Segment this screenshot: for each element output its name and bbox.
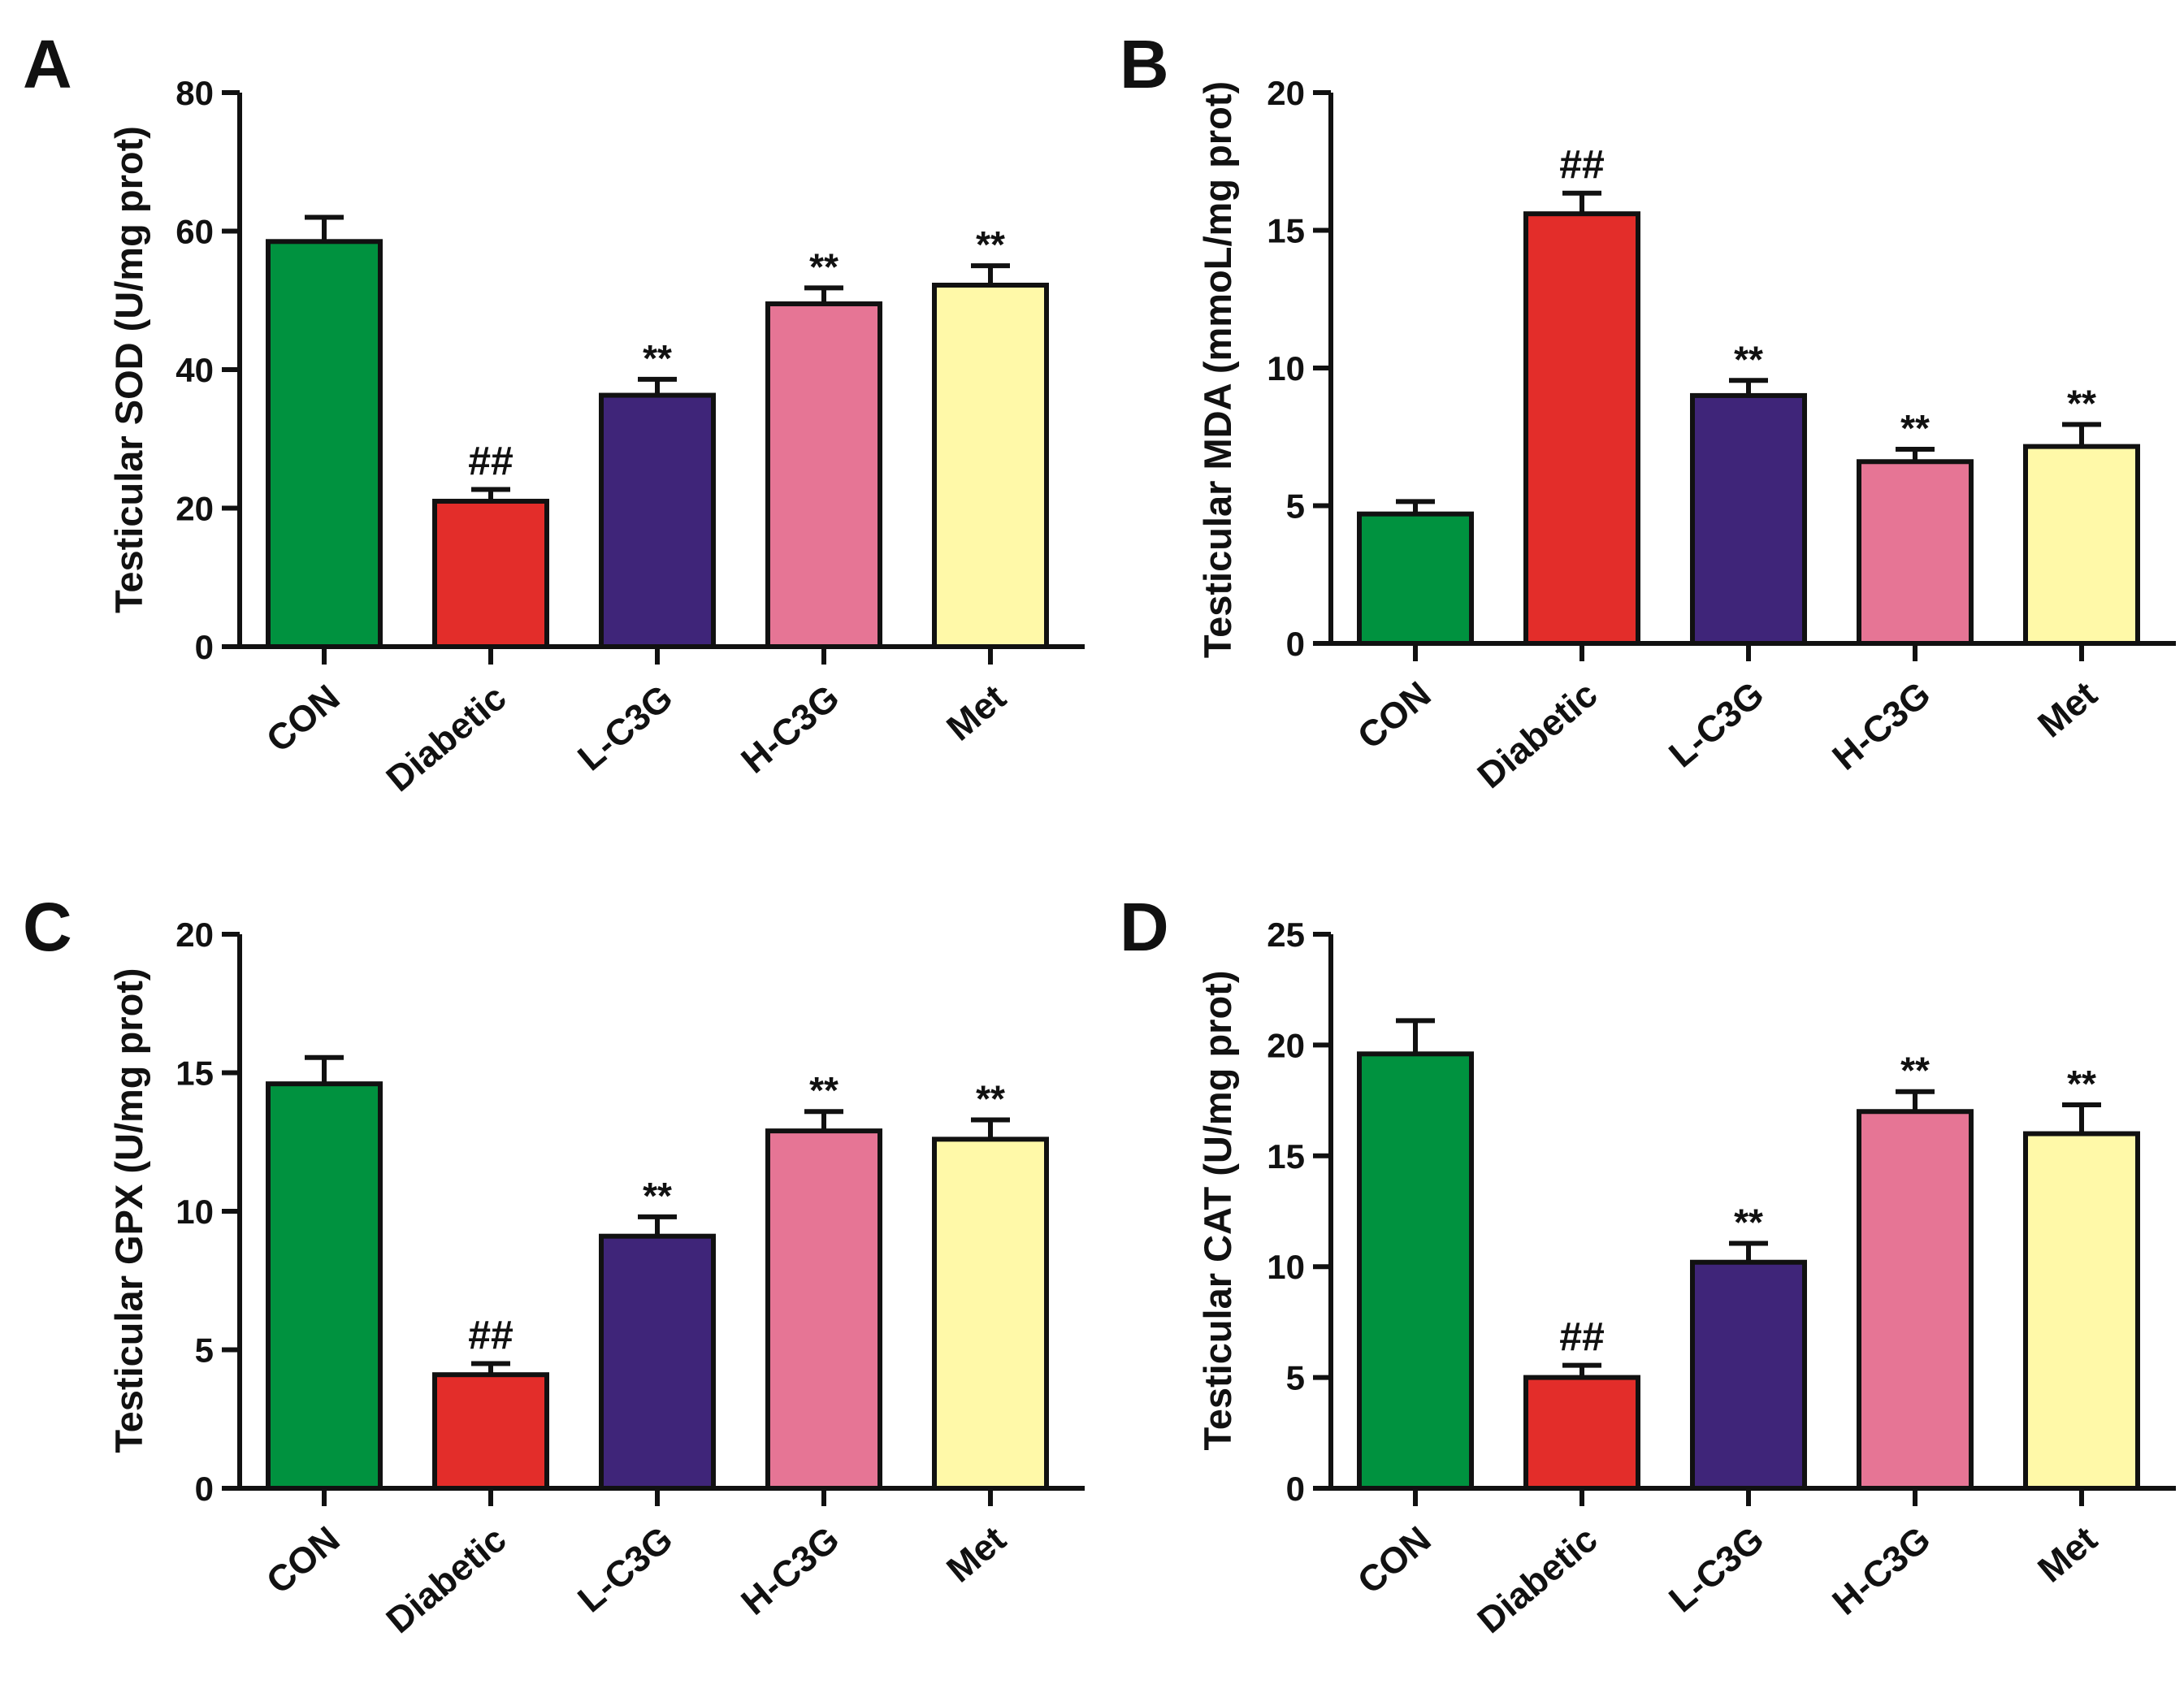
y-tick-label: 25 xyxy=(1267,916,1305,954)
y-tick-label: 0 xyxy=(1286,1470,1305,1508)
x-tick-label: Met xyxy=(2030,673,2104,746)
bar-l-c3g xyxy=(599,1233,716,1491)
y-tick-label: 80 xyxy=(176,74,214,112)
y-tick-label: 60 xyxy=(176,213,214,251)
panel-c-chart: C Testicular GPX (U/mg prot) ## ** ** ** 0 5 10 1… xyxy=(23,889,1085,1641)
bar-diabetic xyxy=(432,1372,549,1491)
bar-met xyxy=(932,1137,1049,1491)
y-tick-label: 10 xyxy=(1267,349,1305,388)
significance-marker: ** xyxy=(1900,1050,1930,1092)
bar-con xyxy=(1357,511,1474,646)
y-tick-label: 20 xyxy=(176,916,214,954)
x-tick-label: H-C3G xyxy=(1824,1518,1938,1623)
y-tick-label: 15 xyxy=(176,1054,214,1093)
bar-diabetic xyxy=(432,498,549,649)
significance-marker: ** xyxy=(2067,382,2096,424)
x-tick-label: L-C3G xyxy=(570,1518,680,1621)
y-tick-label: 5 xyxy=(1286,1359,1305,1397)
bar-con xyxy=(1357,1051,1474,1491)
bar-h-c3g xyxy=(765,1128,882,1491)
x-tick-label: CON xyxy=(1350,1518,1438,1602)
y-tick-label: 10 xyxy=(1267,1248,1305,1286)
bar-diabetic xyxy=(1523,1375,1640,1491)
bar-met xyxy=(2023,1131,2140,1492)
bar-diabetic xyxy=(1523,211,1640,647)
x-tick-label: Met xyxy=(938,677,1013,749)
x-tick-label: Diabetic xyxy=(1470,1518,1606,1642)
bar-l-c3g xyxy=(599,392,716,649)
y-tick-label: 15 xyxy=(1267,212,1305,250)
bar-con xyxy=(266,239,383,649)
y-tick-label: 0 xyxy=(195,628,214,666)
x-tick-label: Met xyxy=(2030,1518,2104,1591)
y-tick-label: 0 xyxy=(195,1470,214,1508)
bar-met xyxy=(932,282,1049,649)
significance-marker: ** xyxy=(643,1175,672,1217)
significance-marker: ** xyxy=(1734,338,1763,380)
x-tick-label: Diabetic xyxy=(1470,673,1606,797)
y-tick-label: 20 xyxy=(176,490,214,528)
significance-marker: ## xyxy=(468,438,514,483)
x-tick-label: L-C3G xyxy=(570,677,680,779)
bar-met xyxy=(2023,444,2140,646)
y-tick-label: 5 xyxy=(1286,487,1305,526)
bar-h-c3g xyxy=(1857,459,1974,647)
bar-l-c3g xyxy=(1690,1259,1807,1492)
y-axis-title: Testicular SOD (U/mg prot) xyxy=(107,126,150,613)
panel-label: D xyxy=(1120,889,1169,965)
y-tick-label: 0 xyxy=(1286,625,1305,663)
panel-a-chart: A Testicular SOD (U/mg prot) ## ** ** ** 0 20 40… xyxy=(23,26,1085,799)
bar-h-c3g xyxy=(1857,1109,1974,1491)
significance-marker: ** xyxy=(809,1069,838,1111)
x-tick-label: H-C3G xyxy=(733,677,847,782)
significance-marker: ## xyxy=(1559,1314,1605,1360)
significance-marker: ** xyxy=(643,337,672,379)
x-tick-label: Met xyxy=(938,1518,1013,1591)
y-tick-label: 20 xyxy=(1267,74,1305,112)
x-tick-label: L-C3G xyxy=(1661,1518,1771,1621)
significance-marker: ** xyxy=(1900,407,1930,449)
x-tick-label: Diabetic xyxy=(379,677,514,800)
significance-marker: ** xyxy=(976,223,1005,266)
significance-marker: ** xyxy=(809,245,838,288)
x-tick-label: CON xyxy=(1350,673,1438,757)
panel-label: B xyxy=(1120,26,1169,102)
y-tick-label: 5 xyxy=(195,1331,214,1370)
x-tick-label: H-C3G xyxy=(733,1518,847,1623)
x-tick-label: H-C3G xyxy=(1824,673,1938,778)
y-tick-label: 10 xyxy=(176,1193,214,1231)
y-tick-label: 40 xyxy=(176,351,214,389)
significance-marker: ** xyxy=(2067,1063,2096,1105)
y-axis-title: Testicular CAT (U/mg prot) xyxy=(1196,971,1239,1451)
significance-marker: ## xyxy=(468,1313,514,1358)
bar-l-c3g xyxy=(1690,392,1807,646)
x-tick-label: CON xyxy=(258,1518,347,1602)
significance-marker: ** xyxy=(1734,1202,1763,1244)
panel-label: A xyxy=(23,26,72,102)
panel-label: C xyxy=(23,889,72,965)
significance-marker: ## xyxy=(1559,142,1605,188)
x-tick-label: L-C3G xyxy=(1661,673,1771,776)
x-tick-label: CON xyxy=(258,677,347,760)
panel-b-chart: B Testicular MDA (mmoL/mg prot) ## ** ** ** 0 5… xyxy=(1120,26,2176,796)
panel-d-chart: D Testicular CAT (U/mg prot) ## ** ** ** 0 5 10 1… xyxy=(1120,889,2176,1641)
y-tick-label: 15 xyxy=(1267,1137,1305,1176)
bar-con xyxy=(266,1081,383,1491)
bar-h-c3g xyxy=(765,301,882,649)
x-tick-label: Diabetic xyxy=(379,1518,514,1642)
significance-marker: ** xyxy=(976,1077,1005,1119)
y-axis-title: Testicular MDA (mmoL/mg prot) xyxy=(1196,81,1239,658)
y-tick-label: 20 xyxy=(1267,1026,1305,1064)
y-axis-title: Testicular GPX (U/mg prot) xyxy=(107,968,150,1453)
